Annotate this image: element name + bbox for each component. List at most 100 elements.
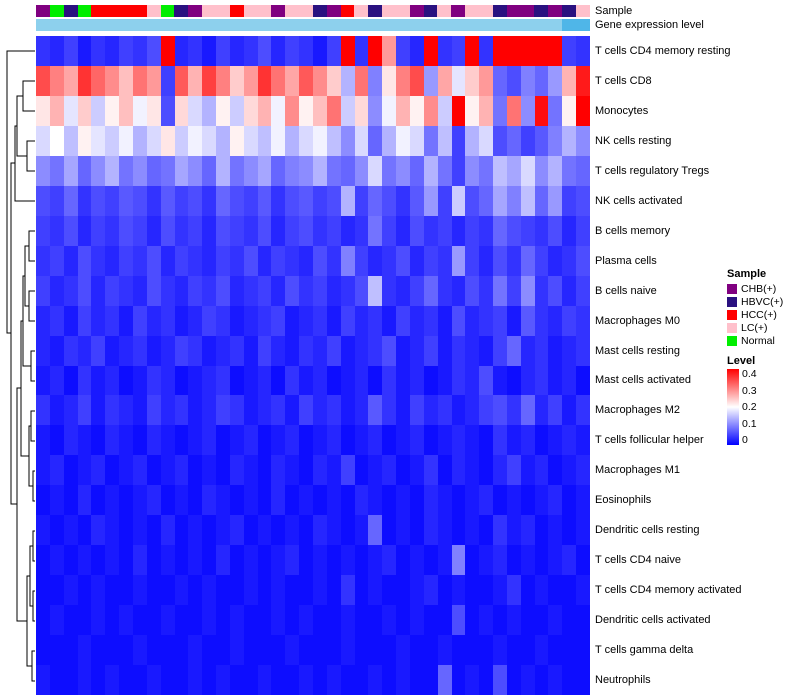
gene-expression-annotation-cell	[562, 19, 576, 31]
heatmap-cell	[160, 395, 175, 426]
heatmap-cell	[506, 395, 521, 426]
heatmap-cell	[576, 305, 590, 336]
heatmap-cell	[368, 65, 383, 96]
heatmap-cell	[105, 635, 120, 666]
heatmap-cell	[409, 545, 424, 576]
heatmap-cell	[36, 605, 50, 636]
heatmap-cell	[188, 125, 203, 156]
heatmap-cell	[354, 185, 369, 216]
heatmap-cell	[285, 305, 300, 336]
gene-expression-annotation-cell	[548, 19, 563, 31]
heatmap-cell	[188, 575, 203, 606]
heatmap-cell	[437, 455, 452, 486]
heatmap-cell	[520, 575, 535, 606]
heatmap-cell	[437, 575, 452, 606]
heatmap-cell	[174, 185, 189, 216]
heatmap-cell	[49, 425, 64, 456]
heatmap-cell	[105, 65, 120, 96]
heatmap-cell	[493, 155, 507, 186]
heatmap-cell	[146, 335, 161, 366]
heatmap-cell	[548, 335, 563, 366]
heatmap-cell	[202, 365, 217, 396]
heatmap-cell	[340, 36, 355, 66]
heatmap-cell	[285, 395, 300, 426]
heatmap-cell	[146, 185, 161, 216]
gene-expression-annotation-cell	[49, 19, 64, 31]
heatmap-cell	[243, 425, 258, 456]
heatmap-cell	[257, 365, 272, 396]
gene-expression-annotation-cell	[409, 19, 424, 31]
heatmap-cell	[326, 155, 341, 186]
row-labels: T cells CD4 memory resting T cells CD8 Mon…	[595, 36, 742, 695]
heatmap-cell	[146, 515, 161, 546]
heatmap-cell	[49, 95, 64, 126]
heatmap-cell	[479, 95, 494, 126]
heatmap-cell	[77, 455, 92, 486]
heatmap-cell	[63, 575, 78, 606]
sample-annotation-cell	[36, 5, 50, 17]
heatmap-cell	[77, 275, 92, 306]
heatmap-cell	[299, 275, 313, 306]
heatmap-cell	[548, 485, 563, 516]
heatmap-cell	[576, 635, 590, 666]
heatmap-cell	[216, 215, 230, 246]
heatmap-cell	[451, 65, 466, 96]
heatmap-cell	[313, 425, 327, 456]
heatmap-cell	[216, 95, 230, 126]
heatmap-cell	[188, 395, 203, 426]
heatmap-cell	[243, 65, 258, 96]
heatmap-cell	[562, 635, 577, 666]
gene-expression-annotation-cell	[146, 19, 161, 31]
heatmap-cell	[534, 65, 549, 96]
heatmap-cell	[548, 185, 563, 216]
heatmap-cell	[271, 155, 286, 186]
heatmap-cell	[465, 665, 480, 695]
heatmap-cell	[229, 365, 244, 396]
heatmap-cell	[354, 605, 369, 636]
level-tick-label: 0.4	[742, 368, 757, 380]
heatmap-cell	[229, 635, 244, 666]
heatmap-cell	[105, 215, 120, 246]
heatmap-cell	[243, 395, 258, 426]
heatmap-cell	[340, 365, 355, 396]
heatmap-cell	[63, 125, 78, 156]
heatmap-cell	[451, 455, 466, 486]
heatmap-cell	[382, 545, 397, 576]
heatmap-cell	[202, 245, 217, 276]
heatmap-cell	[506, 215, 521, 246]
heatmap-cell	[313, 155, 327, 186]
heatmap-cell	[119, 425, 133, 456]
row-label: Monocytes	[595, 104, 649, 117]
heatmap-cell	[202, 575, 217, 606]
heatmap-cell	[437, 365, 452, 396]
heatmap-cell	[49, 455, 64, 486]
gene-expression-annotation-cell	[423, 19, 438, 31]
heatmap-cell	[271, 36, 286, 66]
level-tick-label: 0.3	[742, 384, 757, 397]
heatmap-cell	[396, 545, 410, 576]
heatmap-cell	[423, 305, 438, 336]
heatmap-cell	[451, 395, 466, 426]
heatmap-cell	[423, 665, 438, 695]
heatmap-cell	[119, 635, 133, 666]
sample-annotation-cell	[520, 5, 535, 17]
heatmap-cell	[548, 305, 563, 336]
heatmap-cell	[465, 65, 480, 96]
heatmap-cell	[91, 36, 106, 66]
heatmap-cell	[285, 545, 300, 576]
heatmap-cell	[354, 95, 369, 126]
heatmap-cell	[174, 305, 189, 336]
legend-panel: Sample CHB(+) HBVC(+) HCC(+) LC(+) Normal Le…	[727, 268, 799, 445]
heatmap-cell	[396, 665, 410, 695]
heatmap-cell	[562, 275, 577, 306]
heatmap-cell	[313, 305, 327, 336]
heatmap-cell	[479, 515, 494, 546]
heatmap-cell	[479, 155, 494, 186]
heatmap-cell	[188, 335, 203, 366]
heatmap-cell	[257, 275, 272, 306]
heatmap-cell	[202, 455, 217, 486]
row-label: NK cells activated	[595, 194, 683, 207]
heatmap-cell	[576, 425, 590, 456]
heatmap-cell	[243, 245, 258, 276]
heatmap-cell	[451, 36, 466, 66]
